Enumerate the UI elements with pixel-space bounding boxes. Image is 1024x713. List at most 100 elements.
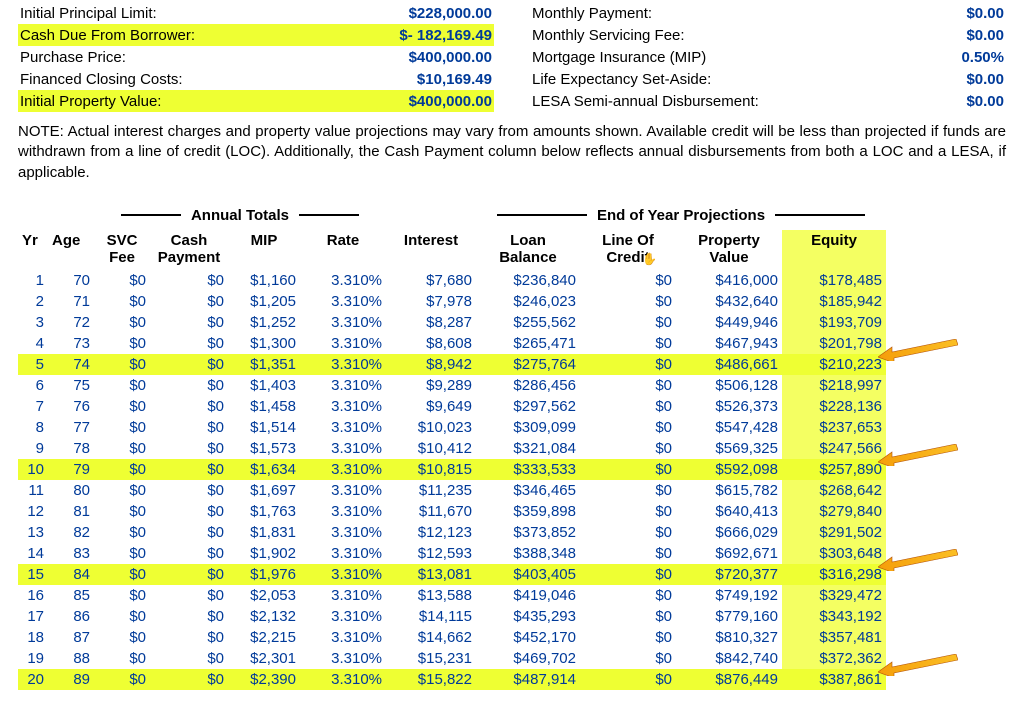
cell-prop: $810,327: [676, 627, 782, 648]
cell-int: $12,593: [386, 543, 476, 564]
cell-loan: $265,471: [476, 333, 580, 354]
summary-value: $0.00: [844, 93, 1004, 110]
cell-eq: $303,648: [782, 543, 886, 564]
summary-value: $0.00: [844, 71, 1004, 88]
cell-eq: $257,890: [782, 459, 886, 480]
cell-age: 84: [48, 564, 94, 585]
cell-loc: $0: [580, 648, 676, 669]
cell-svc: $0: [94, 459, 150, 480]
cell-eq: $372,362: [782, 648, 886, 669]
summary-label: LESA Semi-annual Disbursement:: [532, 93, 844, 110]
table-row: 1988$0$0$2,3013.310%$15,231$469,702$0$84…: [18, 648, 1006, 669]
summary-value: 0.50%: [844, 49, 1004, 66]
cell-age: 74: [48, 354, 94, 375]
cell-prop: $569,325: [676, 438, 782, 459]
cell-loc: $0: [580, 438, 676, 459]
cell-int: $12,123: [386, 522, 476, 543]
cell-svc: $0: [94, 312, 150, 333]
cell-mip: $1,300: [228, 333, 300, 354]
cell-eq: $343,192: [782, 606, 886, 627]
table-row: 1079$0$0$1,6343.310%$10,815$333,533$0$59…: [18, 459, 1006, 480]
cell-svc: $0: [94, 375, 150, 396]
cell-int: $7,680: [386, 270, 476, 291]
cell-loan: $388,348: [476, 543, 580, 564]
cell-age: 77: [48, 417, 94, 438]
cell-loan: $255,562: [476, 312, 580, 333]
cell-eq: $178,485: [782, 270, 886, 291]
cell-loc: $0: [580, 333, 676, 354]
cell-mip: $2,132: [228, 606, 300, 627]
cell-rate: 3.310%: [300, 480, 386, 501]
cell-yr: 6: [18, 375, 48, 396]
summary-row: Life Expectancy Set-Aside:$0.00: [530, 68, 1006, 90]
cell-rate: 3.310%: [300, 396, 386, 417]
cell-eq: $210,223: [782, 354, 886, 375]
cell-cash: $0: [150, 564, 228, 585]
cell-loc: $0: [580, 396, 676, 417]
summary-value: $- 182,169.49: [332, 27, 492, 44]
header-yr: Yr: [18, 230, 48, 270]
cell-int: $10,023: [386, 417, 476, 438]
cell-prop: $547,428: [676, 417, 782, 438]
summary-left-col: Initial Principal Limit:$228,000.00Cash …: [18, 2, 494, 112]
cell-int: $8,942: [386, 354, 476, 375]
table-row: 271$0$0$1,2053.310%$7,978$246,023$0$432,…: [18, 291, 1006, 312]
table-row: 1281$0$0$1,7633.310%$11,670$359,898$0$64…: [18, 501, 1006, 522]
cell-yr: 1: [18, 270, 48, 291]
cell-yr: 17: [18, 606, 48, 627]
cell-prop: $876,449: [676, 669, 782, 690]
cell-rate: 3.310%: [300, 648, 386, 669]
cell-mip: $1,902: [228, 543, 300, 564]
cell-yr: 18: [18, 627, 48, 648]
cell-eq: $316,298: [782, 564, 886, 585]
summary-label: Life Expectancy Set-Aside:: [532, 71, 844, 88]
cell-loc: $0: [580, 501, 676, 522]
cell-loan: $321,084: [476, 438, 580, 459]
cell-mip: $2,301: [228, 648, 300, 669]
cell-svc: $0: [94, 564, 150, 585]
summary-label: Monthly Servicing Fee:: [532, 27, 844, 44]
header-loc: Line OfCredit: [580, 230, 676, 270]
cell-rate: 3.310%: [300, 606, 386, 627]
cell-prop: $506,128: [676, 375, 782, 396]
cell-rate: 3.310%: [300, 585, 386, 606]
cell-eq: $329,472: [782, 585, 886, 606]
cell-cash: $0: [150, 459, 228, 480]
cell-loan: $246,023: [476, 291, 580, 312]
cell-svc: $0: [94, 291, 150, 312]
cell-yr: 3: [18, 312, 48, 333]
cell-int: $9,649: [386, 396, 476, 417]
cell-prop: $842,740: [676, 648, 782, 669]
header-cash: CashPayment: [150, 230, 228, 270]
section-labels: Annual Totals End of Year Projections: [18, 207, 1006, 224]
cell-svc: $0: [94, 627, 150, 648]
cell-loan: $286,456: [476, 375, 580, 396]
cell-prop: $749,192: [676, 585, 782, 606]
section-annual-totals: Annual Totals: [94, 207, 386, 224]
cell-svc: $0: [94, 396, 150, 417]
cell-cash: $0: [150, 669, 228, 690]
cell-prop: $486,661: [676, 354, 782, 375]
cell-loan: $346,465: [476, 480, 580, 501]
cell-int: $15,231: [386, 648, 476, 669]
table-row: 1786$0$0$2,1323.310%$14,115$435,293$0$77…: [18, 606, 1006, 627]
table-row: 2089$0$0$2,3903.310%$15,822$487,914$0$87…: [18, 669, 1006, 690]
cell-int: $9,289: [386, 375, 476, 396]
cell-mip: $2,390: [228, 669, 300, 690]
cell-int: $13,588: [386, 585, 476, 606]
cell-prop: $692,671: [676, 543, 782, 564]
section-annual-totals-label: Annual Totals: [191, 207, 289, 224]
summary-value: $400,000.00: [332, 49, 492, 66]
table-row: 675$0$0$1,4033.310%$9,289$286,456$0$506,…: [18, 375, 1006, 396]
cell-yr: 10: [18, 459, 48, 480]
cell-int: $8,287: [386, 312, 476, 333]
cell-int: $14,662: [386, 627, 476, 648]
cell-yr: 8: [18, 417, 48, 438]
table-row: 170$0$0$1,1603.310%$7,680$236,840$0$416,…: [18, 270, 1006, 291]
cell-yr: 7: [18, 396, 48, 417]
cell-age: 71: [48, 291, 94, 312]
table-row: 473$0$0$1,3003.310%$8,608$265,471$0$467,…: [18, 333, 1006, 354]
page: { "colors": { "text": "#000000", "value_…: [0, 0, 1024, 710]
cell-age: 75: [48, 375, 94, 396]
cell-cash: $0: [150, 522, 228, 543]
